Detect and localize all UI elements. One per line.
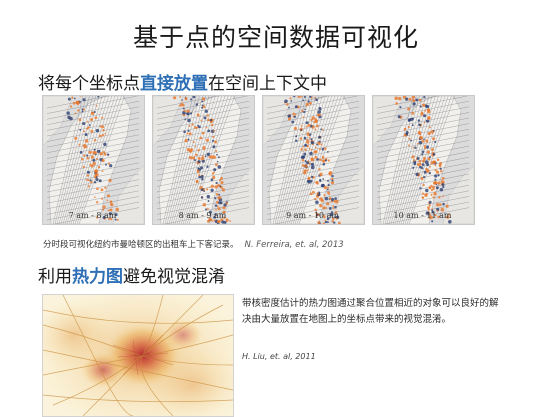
panel-label-2: 8 am - 9 am [178,211,227,220]
map-svg [43,96,144,224]
map-svg [153,96,254,224]
bullet-highlight: 直接放置 [140,74,208,94]
bullet-text-before: 将每个坐标点 [38,74,140,94]
map-panel-4 [372,95,475,225]
caption-text: 分时段可视化纽约市曼哈顿区的出租车上下客记录。 [43,240,239,250]
bullet-point-heatmap: 利用热力图避免视觉混淆 [38,262,225,287]
map-panel-3 [262,95,365,225]
panel-label-3: 9 am - 10 am [286,211,339,220]
bullet-point-direct-placement: 将每个坐标点直接放置在空间上下文中 [38,69,327,94]
heatmap-svg [43,295,233,416]
heatmap-description: 带核密度估计的热力图通过聚合位置相近的对象可以良好的解决由大量放置在地图上的坐标… [242,298,499,325]
bullet2-text-after: 避免视觉混淆 [123,267,225,287]
bullet2-text-before: 利用 [38,267,72,287]
map-svg [373,96,474,224]
map-panel-2 [152,95,255,225]
panel-label-4: 10 am - 11 am [393,211,452,220]
heatmap-citation: H. Liu, et. al, 2011 [242,352,316,361]
slide-title: 基于点的空间数据可视化 [132,23,419,52]
map-svg [263,96,364,224]
panel-caption: 分时段可视化纽约市曼哈顿区的出租车上下客记录。 N. Ferreira, et. … [43,238,344,250]
caption-citation: N. Ferreira, et. al, 2013 [244,240,344,250]
panel-label-1: 7 am - 8 am [68,211,117,220]
bullet2-highlight: 热力图 [72,267,123,287]
map-panel-1 [42,95,145,225]
bullet-text-after: 在空间上下文中 [208,74,327,94]
heatmap-image [42,294,234,417]
